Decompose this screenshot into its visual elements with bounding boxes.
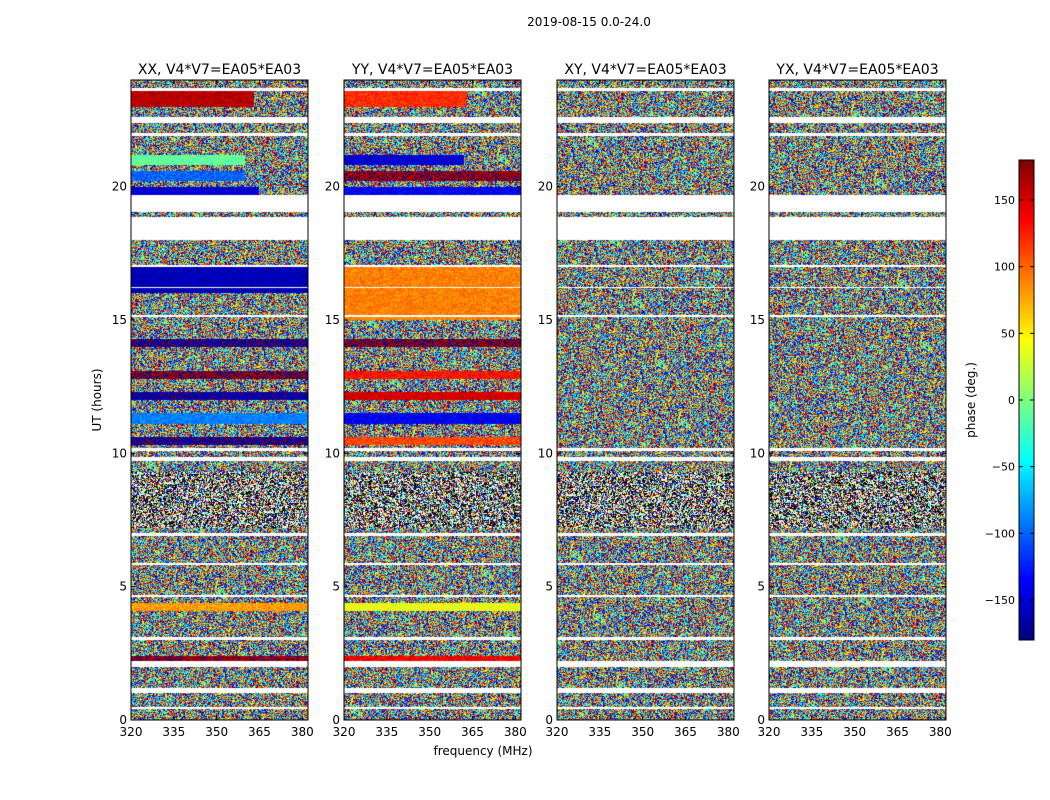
x-tick-label: 365 [248,725,271,739]
x-tick-label: 380 [291,725,314,739]
y-axis-label: UT (hours) [90,368,104,431]
panel-3-phase-raster [557,80,734,720]
x-tick-label: 365 [674,725,697,739]
x-tick-label: 335 [588,725,611,739]
y-tick-label: 15 [538,313,553,327]
x-tick-label: 335 [375,725,398,739]
panel-1-phase-raster [131,80,308,720]
y-tick-label: 0 [545,713,553,727]
colorbar-tick-label: 0 [1008,394,1015,407]
x-tick-label: 350 [631,725,654,739]
y-tick-label: 5 [757,580,765,594]
panel-4-phase-raster [769,80,946,720]
y-tick-label: 0 [119,713,127,727]
x-tick-label: 335 [162,725,185,739]
panel-2-title: YY, V4*V7=EA05*EA03 [351,62,513,78]
panel-3: XY, V4*V7=EA05*EA03 320 335 350 365 380 0 5 10 15… [538,62,740,739]
x-tick-label: 335 [800,725,823,739]
panel-3-title: XY, V4*V7=EA05*EA03 [564,62,726,78]
y-tick-label: 15 [112,313,127,327]
y-tick-label: 15 [750,313,765,327]
panel-4: YX, V4*V7=EA05*EA03 320 335 350 365 380 0 5 10 15… [750,62,952,739]
colorbar-tick-label: 50 [1001,327,1015,340]
colorbar-tick-label: 100 [994,261,1015,274]
x-tick-label: 350 [205,725,228,739]
figure-suptitle: 2019-08-15 0.0-24.0 [527,15,651,29]
colorbar-tick-label: −150 [985,594,1015,607]
y-tick-label: 0 [332,713,340,727]
x-tick-label: 320 [546,725,569,739]
panel-1: XX, V4*V7=EA05*EA03 320 335 350 365 380 0 5 10 15… [112,62,314,739]
y-tick-label: 20 [325,180,340,194]
x-tick-label: 365 [461,725,484,739]
x-tick-label: 320 [120,725,143,739]
y-tick-label: 20 [538,180,553,194]
x-tick-label: 380 [504,725,527,739]
y-tick-label: 5 [545,580,553,594]
y-tick-label: 10 [112,446,127,460]
y-tick-label: 15 [325,313,340,327]
x-axis-label: frequency (MHz) [433,744,532,758]
y-tick-label: 10 [538,446,553,460]
panel-4-title: YX, V4*V7=EA05*EA03 [775,62,938,78]
y-tick-label: 10 [750,446,765,460]
x-tick-label: 320 [758,725,781,739]
y-tick-label: 10 [325,446,340,460]
colorbar-gradient [1019,160,1034,640]
panel-1-title: XX, V4*V7=EA05*EA03 [138,62,301,78]
y-tick-label: 20 [112,180,127,194]
y-tick-label: 5 [332,580,340,594]
panel-2: YY, V4*V7=EA05*EA03 320 335 350 365 380 0 5 10 15… [325,62,527,739]
panel-1-frame [130,79,309,721]
y-tick-label: 0 [757,713,765,727]
panel-2-phase-raster [344,80,521,720]
colorbar-label: phase (deg.) [964,362,978,438]
x-tick-label: 350 [843,725,866,739]
colorbar-tick-label: 150 [994,194,1015,207]
colorbar: 150 100 50 0 −50 −100 −150 [985,159,1035,641]
x-tick-label: 380 [929,725,952,739]
colorbar-tick-label: −50 [992,461,1015,474]
panel-2-frame [343,79,522,721]
panel-4-frame [768,79,947,721]
x-tick-label: 320 [333,725,356,739]
y-tick-label: 5 [119,580,127,594]
x-tick-label: 380 [717,725,740,739]
panels: XX, V4*V7=EA05*EA03 320 335 350 365 380 0 5 10 15… [112,62,952,739]
colorbar-tick-label: −100 [985,527,1015,540]
panel-3-frame [556,79,735,721]
x-tick-label: 350 [418,725,441,739]
y-tick-label: 20 [750,180,765,194]
x-tick-label: 365 [886,725,909,739]
